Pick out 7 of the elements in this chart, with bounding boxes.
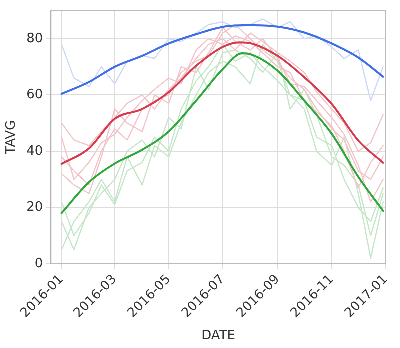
y-tick-label: 80 xyxy=(26,31,44,46)
y-tick-label: 60 xyxy=(26,88,44,103)
y-tick-label: 40 xyxy=(26,144,44,159)
y-tick-label: 0 xyxy=(34,256,44,272)
y-axis-title: TAVG xyxy=(4,120,20,156)
x-axis-title: DATE xyxy=(202,328,236,344)
y-tick-label: 20 xyxy=(26,200,44,216)
